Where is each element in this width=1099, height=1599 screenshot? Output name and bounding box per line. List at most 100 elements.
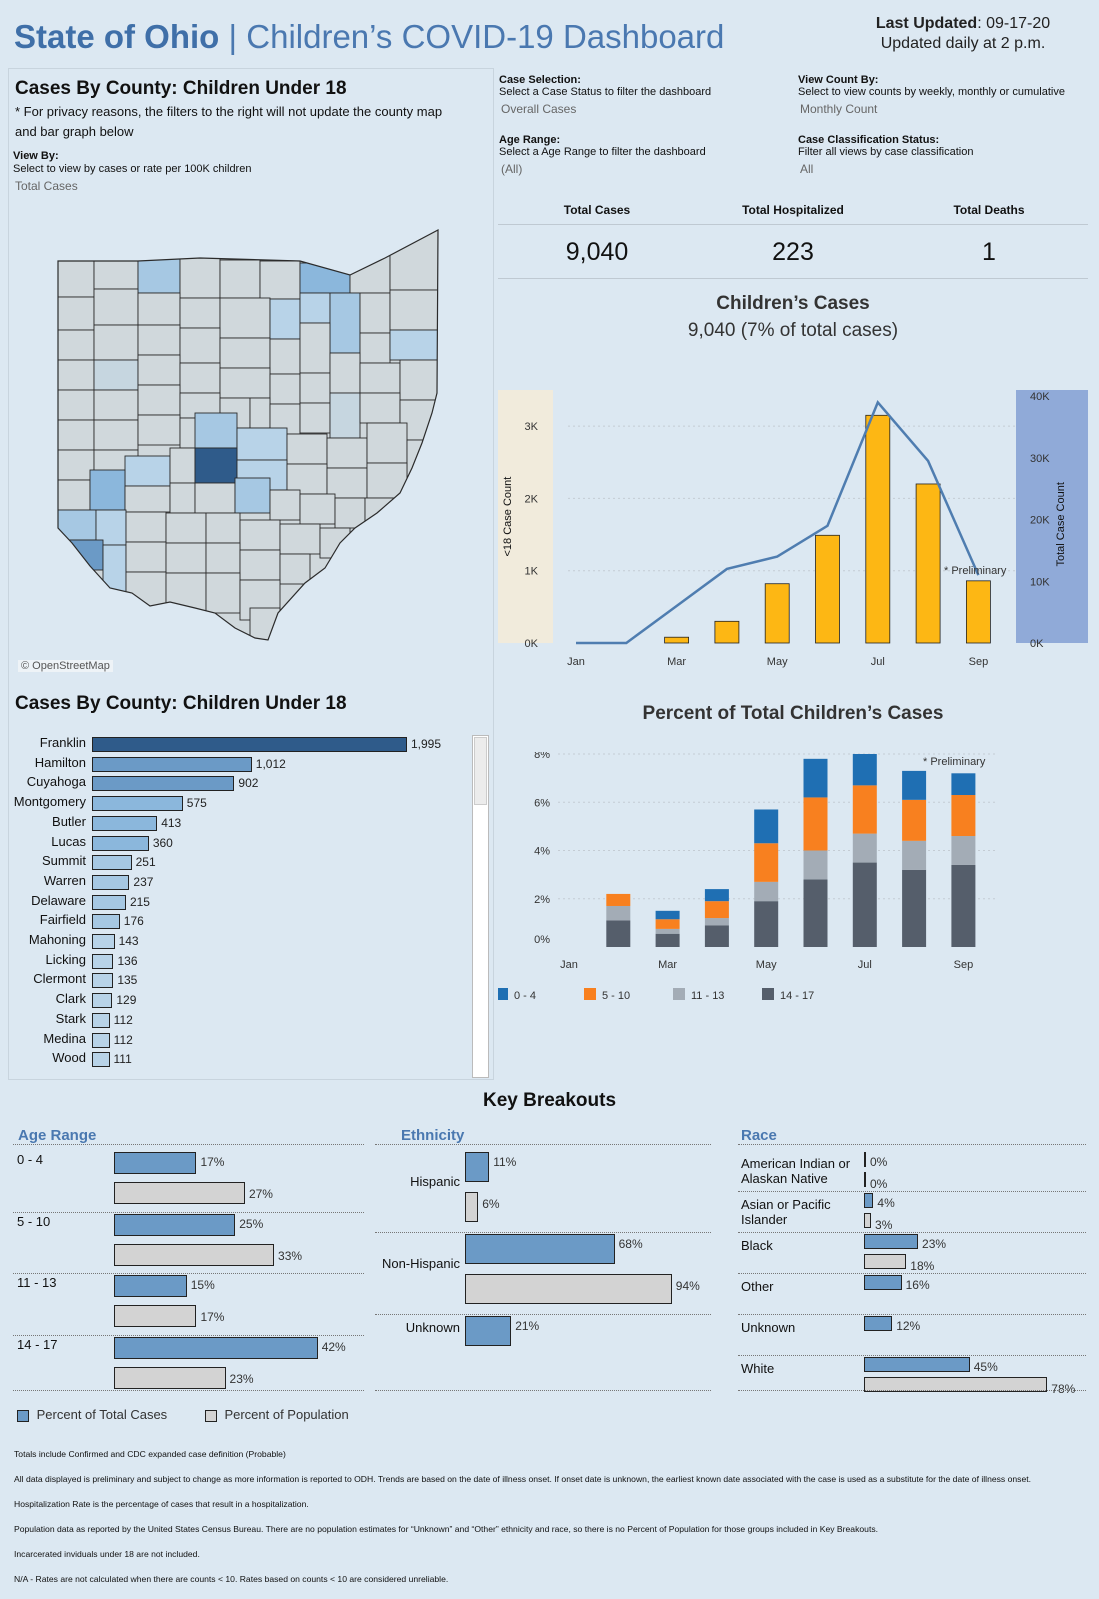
age-range-filter[interactable]: Age Range: Select a Age Range to filter … [499,134,706,176]
breakout-cases-bar [114,1152,197,1174]
x-tick-label: Sep [969,656,989,668]
age-breakout-title: Age Range [18,1127,97,1144]
breakout-cases-bar [465,1316,512,1346]
county-value-hamilton: 1,012 [255,756,286,771]
breakout-divider [738,1232,1086,1233]
county-bar-fairfield [92,914,120,930]
breakout-cases-value: 4% [877,1196,895,1210]
breakout-pop-bar [864,1172,866,1187]
county-label-licking: Licking [45,951,86,967]
county-value-summit: 251 [135,855,156,870]
view-count-filter[interactable]: View Count By: Select to view counts by … [798,74,1065,116]
breakout-divider [13,1334,364,1336]
breakout-cases-value: 15% [190,1278,215,1292]
breakout-label: Black [741,1238,773,1253]
breakout-cases-bar [114,1275,187,1297]
county-label-stark: Stark [55,1010,86,1026]
view-count-select[interactable]: Monthly Count [800,102,878,116]
breakout-cases-bar [465,1152,490,1182]
footnote-1: Totals include Confirmed and CDC expande… [14,1449,286,1459]
pct-bar-may-0-4 [754,809,779,844]
privacy-note: * For privacy reasons, the filters to th… [15,104,443,139]
breakout-cases-bar [114,1213,236,1236]
key-breakouts-title: Key Breakouts [482,1090,617,1111]
county-value-wood: 111 [113,1052,132,1067]
legend-label: 0 - 4 [514,990,536,1002]
breakout-pop-value: 33% [278,1248,303,1263]
ethnicity-breakout-title: Ethnicity [401,1127,465,1144]
breakout-cases-value: 23% [922,1237,947,1251]
pct-bar-jul-0-4 [852,754,877,786]
map-title: Cases By County: Children Under 18 [15,78,347,99]
right-tick-label: 10K [1030,576,1050,588]
percent-stacked-chart[interactable]: 0% 2% 4% 6% 8% Jan Mar May Jul Sep * Preliminary 0 … [498,752,1088,1052]
county-value-delaware: 215 [129,894,150,909]
county-label-wood: Wood [52,1050,86,1066]
view-by-select[interactable]: Total Cases [15,179,78,193]
pct-bar-may-11-13 [754,881,779,902]
county-label-medina: Medina [43,1030,86,1046]
pct-tick-label: 2% [534,894,550,906]
breakout-pop-bar [114,1366,226,1389]
breakout-cases-bar [465,1234,615,1264]
county-label-lucas: Lucas [51,833,86,849]
footnote-4: Population data as reported by the Unite… [14,1524,879,1534]
breakout-cases-bar [864,1316,893,1331]
pct-bar-jun-5-10 [803,797,828,851]
breakout-pop-value: 27% [248,1187,273,1201]
legend-label: 5 - 10 [602,990,630,1002]
right-tick-label: 30K [1030,453,1050,465]
footnote-3: Hospitalization Rate is the percentage o… [14,1499,309,1509]
county-label-montgomery: Montgomery [13,794,86,810]
classification-select[interactable]: All [800,162,814,176]
pct-bar-jun-11-13 [803,850,828,880]
map-attribution[interactable]: © OpenStreetMap [18,660,113,672]
x-tick-label: Mar [658,959,677,971]
case-selection-select[interactable]: Overall Cases [501,102,577,116]
pct-bar-apr-14-17 [704,925,729,947]
ohio-county-map[interactable] [50,228,450,658]
breakout-cases-value: 11% [493,1155,517,1169]
county-scrollbar[interactable] [472,735,489,1078]
percent-chart-title: Percent of Total Children’s Cases [642,703,944,724]
breakout-divider [13,1211,364,1213]
breakout-divider [738,1355,1086,1356]
right-tick-label: 40K [1030,391,1050,403]
breakout-divider [375,1390,711,1391]
race-breakout-title: Race [741,1127,777,1144]
kpi-total-cases-value: 9,040 [565,238,629,266]
breakout-cases-value: 25% [239,1216,264,1231]
county-value-warren: 237 [133,874,154,889]
scrollbar-thumb[interactable] [474,737,487,805]
county-bar-chart: Franklin 1,995 Hamilton 1,012 Cuyahoga 902 Mon… [12,735,472,1077]
last-updated: Last Updated: 09-17-20 Updated daily at … [875,15,1051,52]
county-bar-clermont [92,973,114,989]
breakout-divider [738,1273,1086,1274]
county-label-franklin: Franklin [39,735,86,750]
preliminary-note: * Preliminary [944,565,1007,577]
cases-combo-chart[interactable]: 0K 1K 2K 3K 0K 10K 20K 30K 40K <18 Case Count Tota… [498,390,1088,690]
pct-tick-label: 6% [534,797,550,809]
pct-bar-apr-11-13 [704,918,729,926]
age-range-select[interactable]: (All) [501,162,523,176]
classification-filter[interactable]: Case Classification Status: Filter all v… [798,134,974,176]
breakout-cases-bar [864,1357,970,1372]
legend-label: 11 - 13 [691,990,724,1002]
county-bar-mahoning [92,934,115,949]
breakout-pop-value: 23% [229,1371,254,1386]
x-tick-label: Mar [667,656,686,668]
breakout-pop-bar [465,1274,672,1304]
county-bar-stark [92,1012,110,1028]
county-value-butler: 413 [161,815,182,830]
pct-bar-aug-14-17 [902,869,927,947]
cases-bar-jul [865,414,891,644]
case-selection-filter[interactable]: Case Selection: Select a Case Status to … [499,74,712,116]
legend-pop-swatch [204,1409,217,1422]
pct-bar-feb-14-17 [606,920,631,947]
county-label-clermont: Clermont [33,971,86,987]
pct-bar-sep-5-10 [951,795,976,837]
page-title: State of Ohio | Children’s COVID-19 Dash… [14,18,725,55]
breakout-divider [375,1232,711,1233]
county-value-lucas: 360 [152,835,173,850]
x-tick-label: Jan [560,959,578,971]
